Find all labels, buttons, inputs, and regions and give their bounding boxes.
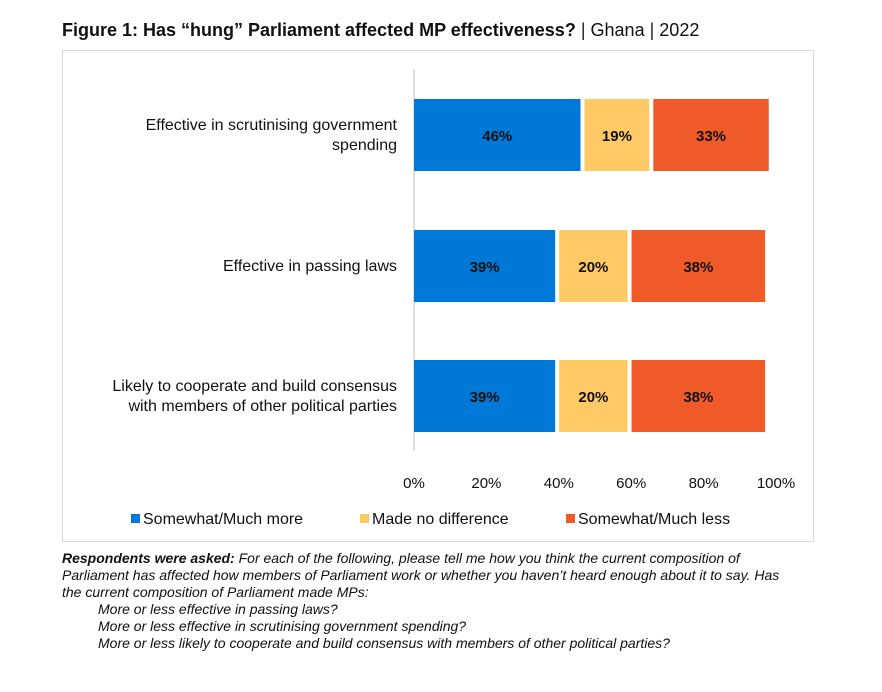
data-label: 38% — [683, 389, 713, 406]
chart-title: Figure 1: Has “hung” Parliament affected… — [62, 20, 699, 41]
survey-note: Respondents were asked: For each of the … — [62, 550, 782, 652]
bar-somewhat-much-more — [414, 99, 581, 171]
x-tick-label: 80% — [689, 475, 719, 492]
data-label: 19% — [602, 128, 632, 145]
x-tick-label: 0% — [403, 475, 425, 492]
category-label: Effective in scrutinising government spen… — [146, 117, 398, 154]
legend-swatch — [566, 514, 575, 523]
legend-swatch — [360, 514, 369, 523]
data-label: 20% — [578, 259, 608, 276]
note-item: More or less likely to cooperate and bui… — [98, 635, 670, 651]
legend-swatch — [131, 514, 140, 523]
x-tick-label: 60% — [616, 475, 646, 492]
chart-frame: Effective in scrutinising government spen… — [62, 50, 814, 542]
legend-label: Somewhat/Much less — [578, 511, 730, 528]
bar-made-no-difference — [559, 230, 628, 302]
title-year: 2022 — [659, 20, 700, 40]
category-label: Effective in passing laws — [223, 258, 397, 275]
bar-somewhat-much-less — [631, 230, 766, 302]
bar-made-no-difference — [559, 360, 628, 432]
data-label: 20% — [578, 389, 608, 406]
legend-label: Somewhat/Much more — [143, 511, 303, 528]
note-item: More or less effective in scrutinising g… — [98, 618, 467, 634]
note-lead: Respondents were asked: — [62, 550, 235, 566]
note-item: More or less effective in passing laws? — [98, 601, 338, 617]
bar-somewhat-much-more — [414, 230, 556, 302]
data-label: 39% — [470, 259, 500, 276]
bar-made-no-difference — [584, 99, 650, 171]
data-label: 46% — [482, 128, 512, 145]
title-separator-1: | — [580, 20, 586, 40]
title-separator-2: | — [649, 20, 655, 40]
data-label: 38% — [683, 259, 713, 276]
title-main: Figure 1: Has “hung” Parliament affected… — [62, 20, 576, 40]
legend-label: Made no difference — [372, 511, 509, 528]
stacked-bar-chart: Effective in scrutinising government spen… — [112, 69, 795, 528]
bar-somewhat-much-more — [414, 360, 556, 432]
bar-somewhat-much-less — [653, 99, 769, 171]
data-label: 39% — [470, 389, 500, 406]
x-tick-label: 100% — [757, 475, 795, 492]
x-tick-label: 20% — [471, 475, 501, 492]
category-label: Likely to cooperate and build consensus w… — [112, 378, 397, 415]
note-text: For each of the following, please tell m… — [62, 550, 780, 600]
title-country: Ghana — [590, 20, 645, 40]
data-label: 33% — [696, 128, 726, 145]
x-tick-label: 40% — [544, 475, 574, 492]
bar-somewhat-much-less — [631, 360, 766, 432]
